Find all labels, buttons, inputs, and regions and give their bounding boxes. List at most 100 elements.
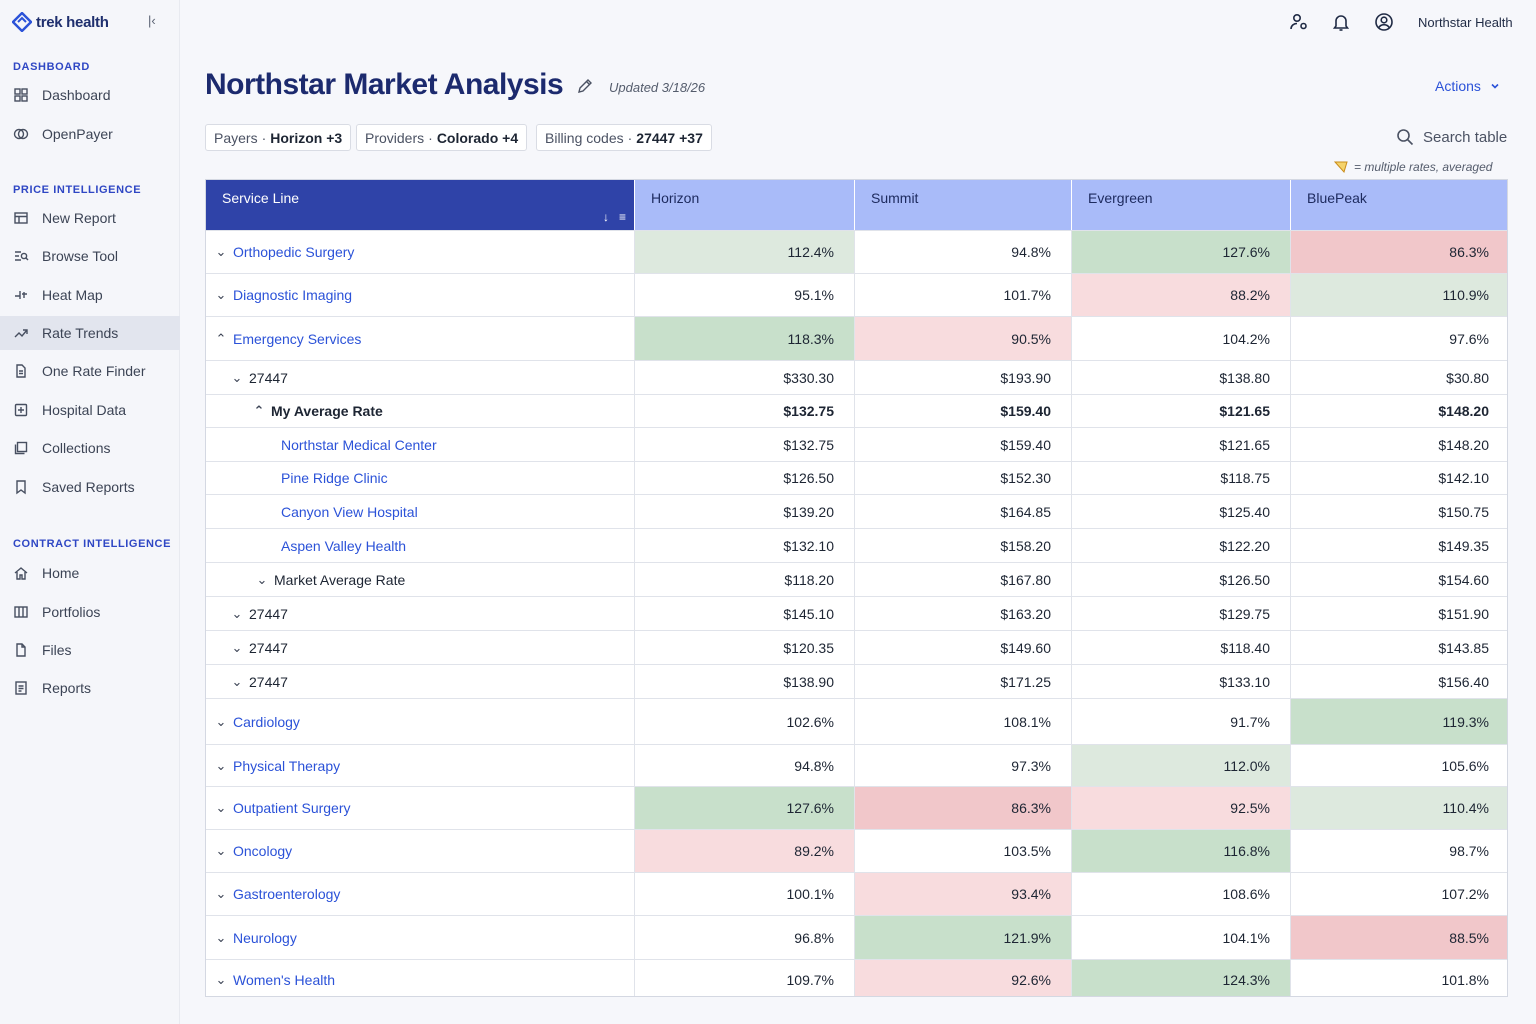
table-row-my-average-rate[interactable]: ⌃ My Average Rate $132.75 $159.40 $121.65 $14… (206, 394, 1507, 427)
sidebar-item-browse-tool[interactable]: Browse Tool (0, 239, 180, 273)
row-label[interactable]: ⌄ Oncology (206, 830, 634, 872)
sidebar-item-openpayer[interactable]: OpenPayer (0, 117, 180, 151)
chevron-down-icon[interactable]: ⌄ (231, 639, 243, 655)
sidebar-item-collections[interactable]: Collections (0, 431, 180, 465)
table-row-pine-ridge-clinic[interactable]: Pine Ridge Clinic $126.50 $152.30 $118.75 $1… (206, 461, 1507, 494)
chevron-down-icon[interactable]: ⌄ (215, 713, 227, 729)
row-label[interactable]: ⌄ Women's Health (206, 960, 634, 996)
separator-dot: · (428, 129, 433, 146)
row-label[interactable]: ⌄ Outpatient Surgery (206, 787, 634, 829)
table-row-diagnostic-imaging[interactable]: ⌄ Diagnostic Imaging 95.1% 101.7% 88.2% 110.9… (206, 273, 1507, 316)
table-row-oncology[interactable]: ⌄ Oncology 89.2% 103.5% 116.8% 98.7% (206, 829, 1507, 872)
cell-bluepeak: $148.20 (1290, 428, 1507, 461)
actions-dropdown[interactable]: Actions (1435, 78, 1501, 94)
sidebar-item-saved-reports[interactable]: Saved Reports (0, 470, 180, 504)
sidebar-item-rate-trends[interactable]: Rate Trends (0, 316, 180, 350)
column-header-summit[interactable]: Summit (854, 180, 1071, 230)
brand-logo[interactable]: trek health (12, 12, 109, 32)
row-label[interactable]: ⌄ Cardiology (206, 699, 634, 744)
sidebar-item-hospital-data[interactable]: Hospital Data (0, 393, 180, 427)
table-row-orthopedic-surgery[interactable]: ⌄ Orthopedic Surgery 112.4% 94.8% 127.6% 86.3… (206, 230, 1507, 273)
table-row-27447[interactable]: ⌄ 27447 $138.90 $171.25 $133.10 $156.40 (206, 664, 1507, 698)
sidebar-item-dashboard[interactable]: Dashboard (0, 78, 180, 112)
row-label[interactable]: ⌄ Orthopedic Surgery (206, 231, 634, 273)
table-row-women-s-health[interactable]: ⌄ Women's Health 109.7% 92.6% 124.3% 101.8% (206, 959, 1507, 996)
column-header-evergreen[interactable]: Evergreen (1071, 180, 1290, 230)
sidebar-item-one-rate-finder[interactable]: One Rate Finder (0, 354, 180, 388)
row-label[interactable]: ⌃ Emergency Services (206, 317, 634, 360)
table-row-outpatient-surgery[interactable]: ⌄ Outpatient Surgery 127.6% 86.3% 92.5% 110.4… (206, 786, 1507, 829)
notifications-bell-icon[interactable] (1331, 12, 1351, 32)
chevron-down-icon[interactable]: ⌄ (215, 843, 227, 858)
cell-bluepeak: $143.85 (1290, 631, 1507, 664)
row-label-text: Aspen Valley Health (281, 537, 407, 554)
chevron-down-icon[interactable]: ⌄ (231, 605, 243, 621)
payers-filter-chip[interactable]: Payers · Horizon +3 (205, 124, 352, 151)
table-row-market-average-rate[interactable]: ⌄ Market Average Rate $118.20 $167.80 $126.5… (206, 562, 1507, 596)
edit-title-icon[interactable] (577, 78, 593, 94)
chevron-down-icon[interactable]: ⌄ (215, 929, 227, 945)
row-label[interactable]: ⌄ Neurology (206, 916, 634, 959)
table-row-canyon-view-hospital[interactable]: Canyon View Hospital $139.20 $164.85 $125.4… (206, 494, 1507, 528)
row-label[interactable]: Pine Ridge Clinic (206, 462, 634, 494)
organization-name[interactable]: Northstar Health (1418, 15, 1513, 30)
cell-horizon: 94.8% (634, 745, 854, 786)
cell-bluepeak: $154.60 (1290, 563, 1507, 596)
chevron-down-icon[interactable]: ⌄ (231, 673, 243, 689)
sidebar-item-reports[interactable]: Reports (0, 671, 180, 705)
providers-filter-chip[interactable]: Providers · Colorado +4 (356, 124, 528, 151)
sidebar-item-heat-map[interactable]: Heat Map (0, 278, 180, 312)
search-table-input[interactable]: Search table (1396, 128, 1507, 146)
cell-bluepeak: 86.3% (1290, 231, 1507, 273)
cell-bluepeak: 97.6% (1290, 317, 1507, 360)
chevron-down-icon[interactable]: ⌄ (215, 287, 227, 302)
row-label[interactable]: ⌄ Physical Therapy (206, 745, 634, 786)
sidebar-item-new-report[interactable]: New Report (0, 201, 180, 235)
chevron-down-icon[interactable]: ⌄ (215, 886, 227, 901)
row-label[interactable]: ⌄ Diagnostic Imaging (206, 274, 634, 316)
trend-icon (13, 325, 29, 341)
sidebar-item-home[interactable]: Home (0, 556, 180, 590)
chevron-down-icon[interactable]: ⌄ (215, 800, 227, 815)
filter-icon[interactable]: ≡ (618, 210, 626, 224)
row-label-text: Canyon View Hospital (281, 503, 418, 520)
row-label[interactable]: Northstar Medical Center (206, 428, 634, 461)
sort-arrow-down-icon[interactable]: ↓ (602, 210, 609, 224)
sidebar-item-label: One Rate Finder (42, 363, 146, 379)
collapse-sidebar-icon[interactable]: |‹ (148, 13, 156, 28)
sidebar-item-portfolios[interactable]: Portfolios (0, 595, 180, 629)
sidebar-item-files[interactable]: Files (0, 633, 180, 667)
table-row-aspen-valley-health[interactable]: Aspen Valley Health $132.10 $158.20 $122.20… (206, 528, 1507, 562)
row-label[interactable]: Canyon View Hospital (206, 495, 634, 528)
table-row-emergency-services[interactable]: ⌃ Emergency Services 118.3% 90.5% 104.2% 97.6… (206, 316, 1507, 360)
chevron-down-icon[interactable]: ⌄ (256, 571, 268, 587)
payers-filter-label: Payers (214, 129, 258, 146)
chevron-up-icon[interactable]: ⌃ (215, 330, 227, 346)
row-label: ⌄ 27447 (206, 665, 634, 698)
user-settings-icon[interactable] (1289, 12, 1309, 32)
table-row-27447[interactable]: ⌄ 27447 $120.35 $149.60 $118.40 $143.85 (206, 630, 1507, 664)
chevron-down-icon[interactable]: ⌄ (215, 757, 227, 773)
chevron-down-icon[interactable]: ⌄ (215, 244, 227, 259)
table-row-gastroenterology[interactable]: ⌄ Gastroenterology 100.1% 93.4% 108.6% 107.2% (206, 872, 1507, 915)
row-label[interactable]: Aspen Valley Health (206, 529, 634, 562)
chevron-down-icon[interactable]: ⌄ (231, 369, 243, 385)
table-row-27447[interactable]: ⌄ 27447 $145.10 $163.20 $129.75 $151.90 (206, 596, 1507, 630)
account-profile-icon[interactable] (1374, 12, 1394, 32)
cell-horizon: 89.2% (634, 830, 854, 872)
column-header-horizon[interactable]: Horizon (634, 180, 854, 230)
table-row-cardiology[interactable]: ⌄ Cardiology 102.6% 108.1% 91.7% 119.3% (206, 698, 1507, 744)
column-header-bluepeak[interactable]: BluePeak (1290, 180, 1507, 230)
billing-codes-filter-chip[interactable]: Billing codes · 27447 +37 (536, 124, 712, 151)
row-label[interactable]: ⌄ Gastroenterology (206, 873, 634, 915)
cell-horizon: $120.35 (634, 631, 854, 664)
column-header-service-line[interactable]: Service Line ↓ ≡ (206, 180, 634, 230)
chevron-up-icon[interactable]: ⌃ (253, 403, 265, 418)
cell-bluepeak: 110.9% (1290, 274, 1507, 316)
table-row-northstar-medical-center[interactable]: Northstar Medical Center $132.75 $159.40 $1… (206, 427, 1507, 461)
table-row-neurology[interactable]: ⌄ Neurology 96.8% 121.9% 104.1% 88.5% (206, 915, 1507, 959)
cell-evergreen: $125.40 (1071, 495, 1290, 528)
table-row-27447[interactable]: ⌄ 27447 $330.30 $193.90 $138.80 $30.80 (206, 360, 1507, 394)
chevron-down-icon[interactable]: ⌄ (215, 971, 227, 987)
table-row-physical-therapy[interactable]: ⌄ Physical Therapy 94.8% 97.3% 112.0% 105.6% (206, 744, 1507, 786)
